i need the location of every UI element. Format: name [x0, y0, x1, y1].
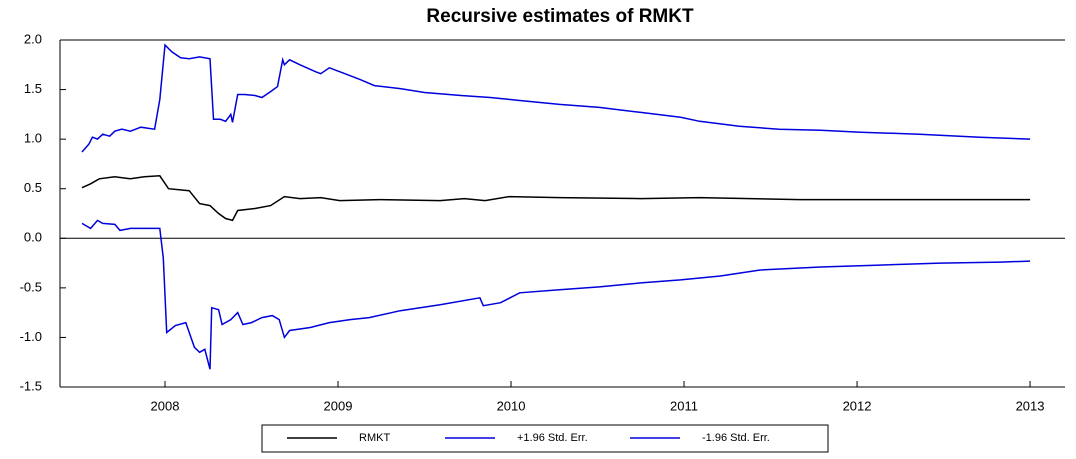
series-line: [81, 43, 1031, 153]
chart-title: Recursive estimates of RMKT: [426, 6, 694, 27]
y-tick-label: -0.5: [20, 279, 42, 294]
x-tick-label: 2012: [843, 398, 872, 413]
y-tick-label: -1.5: [20, 378, 42, 393]
legend-label: RMKT: [359, 432, 390, 444]
x-tick-label: 2009: [324, 398, 353, 413]
y-tick-label: 0.5: [24, 180, 42, 195]
y-tick-label: -1.0: [20, 329, 42, 344]
x-tick-label: 2011: [670, 398, 698, 413]
x-tick-label: 2008: [151, 398, 180, 413]
x-tick-label: 2010: [497, 398, 526, 413]
y-tick-label: 1.5: [24, 81, 42, 96]
y-tick-label: 0.0: [24, 230, 42, 245]
x-tick-label: 2013: [1016, 398, 1045, 413]
y-tick-label: 1.0: [24, 131, 42, 146]
series-line: [81, 175, 1031, 222]
legend-label: -1.96 Std. Err.: [702, 432, 770, 444]
y-tick-label: 2.0: [24, 31, 42, 46]
legend-box: [261, 424, 829, 453]
legend-label: +1.96 Std. Err.: [517, 432, 588, 444]
series-line: [81, 219, 1031, 370]
